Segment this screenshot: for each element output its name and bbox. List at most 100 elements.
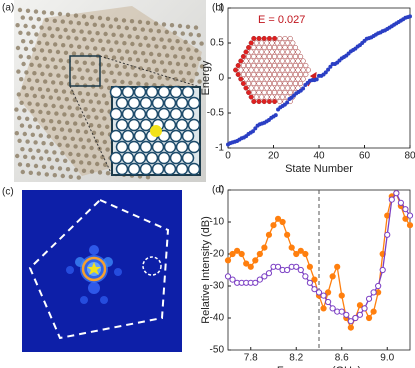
- data-point: [256, 276, 263, 283]
- lattice-dot: [76, 21, 82, 26]
- lattice-dot: [89, 15, 95, 20]
- inset-site: [261, 35, 267, 42]
- inset-site: [269, 67, 275, 73]
- inset-site: [259, 94, 265, 100]
- inset-site: [251, 98, 257, 105]
- lattice-dot: [76, 175, 82, 180]
- lattice-dot: [62, 112, 67, 117]
- honeycomb-cell: [115, 162, 129, 176]
- lattice-dot: [89, 169, 95, 174]
- lattice-dot: [93, 92, 99, 98]
- inset-site: [274, 58, 280, 64]
- lattice-dot: [99, 131, 105, 136]
- lattice-dot: [128, 80, 133, 86]
- lattice-dot: [70, 136, 76, 141]
- lattice-dot: [36, 171, 41, 176]
- data-point: [261, 273, 268, 280]
- lattice-dot: [159, 37, 164, 42]
- data-point: [261, 244, 268, 251]
- lattice-dot: [122, 41, 127, 46]
- lattice-dot: [26, 55, 31, 60]
- lattice-dot: [65, 167, 71, 172]
- lattice-dot: [60, 19, 65, 24]
- lattice-dot: [46, 110, 51, 116]
- lattice-dot: [127, 34, 132, 39]
- y-tick-label: -40: [210, 313, 225, 324]
- y-axis-label: Energy: [200, 60, 212, 95]
- inset-site: [248, 49, 254, 55]
- inset-honeycomb: [109, 85, 201, 176]
- lattice-dot: [127, 57, 133, 62]
- lattice-dot: [144, 82, 149, 87]
- lattice-dot: [59, 81, 64, 86]
- lattice-dot: [188, 32, 193, 37]
- inset-site: [259, 49, 265, 55]
- lattice-dot: [173, 54, 178, 59]
- honeycomb-cell: [187, 140, 201, 154]
- lattice-dot: [105, 124, 110, 129]
- honeycomb-cell: [133, 129, 147, 143]
- lattice-dot: [154, 67, 159, 73]
- lattice-dot: [105, 171, 111, 176]
- inset-site: [277, 89, 283, 96]
- lattice-dot: [66, 35, 71, 40]
- lattice-dot: [177, 23, 183, 29]
- x-tick-label: 40: [313, 151, 325, 162]
- lattice-dot: [87, 161, 92, 166]
- honeycomb-cell: [169, 151, 183, 165]
- lattice-dot: [154, 44, 159, 49]
- lattice-dot: [97, 123, 102, 129]
- inset-site: [274, 76, 280, 82]
- lattice-dot: [73, 121, 78, 126]
- lattice-dot: [24, 93, 29, 98]
- lattice-dot: [91, 107, 96, 113]
- inset-site: [264, 76, 270, 82]
- lattice-dot: [183, 39, 188, 45]
- inset-site: [290, 85, 296, 91]
- honeycomb-cell: [133, 151, 147, 165]
- lattice-dot: [72, 75, 77, 80]
- lattice-dot: [51, 80, 56, 85]
- lattice-dot: [49, 11, 55, 16]
- inset-site: [277, 62, 283, 69]
- lattice-dot: [23, 23, 28, 29]
- lattice-dot: [35, 125, 41, 130]
- data-point: [379, 266, 386, 274]
- lattice-dot: [141, 73, 146, 79]
- lattice-dot: [129, 19, 135, 24]
- data-point: [252, 257, 259, 264]
- inset-site: [259, 58, 265, 64]
- data-point: [285, 100, 290, 105]
- honeycomb-cell: [163, 140, 177, 154]
- honeycomb-cell: [139, 162, 153, 176]
- inset-site: [303, 62, 309, 69]
- data-point: [306, 279, 313, 286]
- honeycomb-cell: [145, 107, 159, 121]
- lattice-dot: [73, 144, 78, 149]
- inset-site: [272, 71, 278, 78]
- honeycomb-cell: [151, 96, 165, 110]
- inset-site: [287, 71, 293, 78]
- inset-site: [282, 62, 288, 69]
- lattice-dot: [109, 47, 114, 53]
- honeycomb-cell: [109, 151, 123, 165]
- data-point: [251, 129, 256, 134]
- lattice-dot: [71, 28, 76, 33]
- lattice-dot: [194, 48, 199, 53]
- data-point: [328, 64, 333, 69]
- lattice-dot: [23, 46, 29, 51]
- y-tick-label: -20: [210, 249, 225, 260]
- honeycomb-cell: [175, 162, 189, 176]
- lattice-dot: [108, 24, 114, 29]
- lattice-dot: [164, 29, 169, 35]
- x-tick-label: 80: [404, 151, 415, 162]
- lattice-dot: [183, 62, 189, 67]
- lattice-dot: [17, 115, 22, 121]
- inset-site: [287, 62, 293, 69]
- inset-site: [292, 44, 298, 51]
- inset-site: [259, 40, 265, 46]
- lattice-dot: [37, 40, 42, 45]
- inset-site: [256, 44, 262, 51]
- lattice-dot: [57, 11, 63, 17]
- y-axis-label: Relative Intensity (dB): [200, 216, 212, 324]
